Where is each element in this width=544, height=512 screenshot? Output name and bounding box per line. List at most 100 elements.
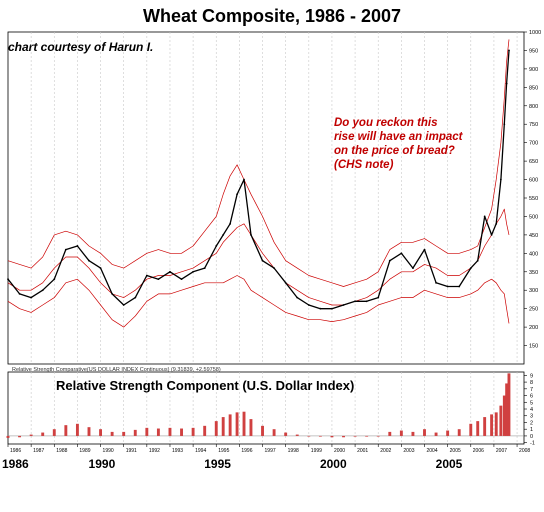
x-year-label: 2001 [357, 448, 368, 454]
rs-bar [29, 434, 33, 436]
x-year-label: 1988 [56, 448, 67, 454]
rs-bar [122, 431, 126, 436]
rs-bar [411, 431, 415, 436]
rs-bar [507, 373, 511, 436]
rs-bar [64, 425, 68, 436]
lower-band-line [7, 275, 510, 328]
x-year-label: 1995 [218, 448, 229, 454]
rs-bar [499, 405, 503, 436]
rs-bar [133, 429, 137, 436]
rs-bar [307, 435, 311, 437]
rs-ytick-label: 6 [530, 394, 533, 400]
x-major-year-label: 2000 [320, 457, 347, 471]
rs-bar [242, 411, 246, 436]
rs-bar [399, 430, 403, 436]
price-ytick-label: 600 [529, 178, 538, 184]
rs-ytick-label: 7 [530, 387, 533, 393]
price-point [203, 267, 206, 269]
price-ytick-label: 900 [529, 67, 538, 73]
x-year-label: 1997 [265, 448, 276, 454]
rs-bar [365, 435, 369, 437]
rs-bar [330, 435, 334, 438]
rs-bar [434, 432, 438, 436]
rs-ytick-label: 4 [530, 407, 533, 413]
price-point [273, 267, 275, 269]
price-ytick-label: 950 [529, 48, 538, 54]
price-point [423, 248, 426, 251]
rs-bar [18, 435, 22, 438]
rs-bar [228, 414, 232, 436]
price-point [319, 307, 322, 310]
price-ytick-label: 550 [529, 196, 538, 202]
price-panel-frame [7, 31, 525, 365]
rs-bar [483, 417, 487, 436]
price-ytick-label: 500 [529, 214, 538, 220]
price-point [243, 178, 245, 181]
price-point [483, 215, 486, 218]
x-major-year-label: 1995 [204, 457, 231, 471]
rs-bar [249, 419, 253, 436]
price-point [261, 259, 264, 262]
rs-bar [214, 421, 218, 436]
rs-panel-frame [7, 371, 525, 445]
x-year-label: 2003 [403, 448, 414, 454]
x-year-label: 2004 [427, 448, 438, 454]
rs-bar [99, 429, 103, 436]
rs-bar [342, 435, 345, 438]
x-year-label: 1992 [149, 448, 160, 454]
price-ytick-label: 850 [529, 85, 538, 91]
price-ytick-label: 150 [529, 344, 538, 350]
x-year-label: 2000 [334, 448, 345, 454]
x-year-label: 2007 [496, 448, 507, 454]
rs-ytick-label: -1 [530, 441, 535, 447]
price-point [365, 300, 368, 303]
price-point [446, 285, 449, 288]
price-ytick-label: 400 [529, 251, 538, 257]
rs-indicator-legend: Relative Strength Comparative(US DOLLAR … [12, 367, 221, 373]
price-ytick-label: 650 [529, 159, 538, 165]
x-year-label: 2005 [450, 448, 461, 454]
rs-bar [87, 427, 91, 436]
price-point [503, 123, 506, 126]
annotation-note: Do you reckon this rise will have an imp… [334, 117, 463, 171]
middle-band-line [7, 208, 510, 306]
price-ytick-label: 750 [529, 122, 538, 128]
price-point [499, 178, 502, 181]
price-ytick-label: 450 [529, 233, 538, 239]
price-point [458, 285, 461, 288]
price-point [250, 233, 252, 236]
price-point [134, 296, 137, 299]
x-year-label: 1986 [10, 448, 21, 454]
chart-title: Wheat Composite, 1986 - 2007 [142, 6, 402, 26]
price-point [76, 245, 79, 247]
price-point [180, 278, 183, 281]
x-major-year-label: 1986 [2, 457, 29, 471]
rs-ytick-label: 0 [530, 434, 533, 440]
rs-bar [52, 429, 56, 436]
price-point [64, 248, 67, 251]
price-point [18, 293, 21, 295]
rs-bar [145, 427, 149, 436]
rs-bar [376, 435, 380, 437]
price-point [99, 267, 102, 269]
price-point [354, 300, 356, 303]
chart-credit: chart courtesy of Harun I. [8, 40, 154, 54]
price-point [490, 233, 493, 236]
price-point [222, 233, 225, 236]
rs-ytick-label: 2 [530, 420, 533, 426]
rs-ytick-label: 3 [530, 414, 533, 420]
rs-bar [41, 432, 45, 436]
rs-bar [423, 429, 426, 436]
rs-ytick-label: 1 [530, 427, 533, 433]
x-year-label: 1987 [33, 448, 44, 454]
price-ytick-label: 300 [529, 288, 538, 294]
price-point [169, 270, 171, 273]
rs-bar [191, 427, 195, 436]
price-point [122, 304, 125, 306]
price-ytick-label: 1000 [529, 30, 541, 36]
rs-bar [284, 432, 288, 436]
rs-bar [502, 395, 506, 436]
x-year-label: 1991 [126, 448, 137, 454]
